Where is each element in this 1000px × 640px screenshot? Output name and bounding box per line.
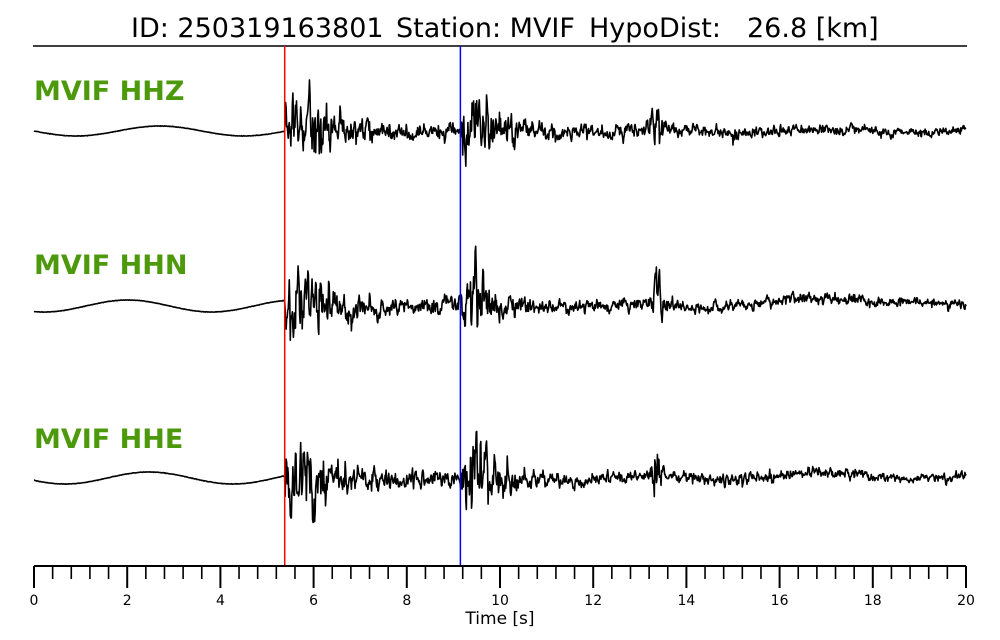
traces-group: [33, 79, 967, 524]
title-station: Station: MVIF: [396, 13, 575, 44]
channel-label-hhe: MVIF HHE: [34, 424, 183, 455]
x-tick-label: 2: [123, 593, 132, 609]
channel-label-hhz: MVIF HHZ: [34, 76, 184, 107]
x-tick-label: 6: [309, 593, 318, 609]
x-tick-label: 14: [677, 593, 695, 609]
x-tick-label: 10: [491, 593, 509, 609]
x-axis-label: Time [s]: [464, 609, 534, 629]
x-axis: 0 2 4 6 8 10 12 14 16 18 20: [30, 565, 975, 609]
x-tick-label: 8: [402, 593, 411, 609]
waveform-trace-hhe: [33, 430, 967, 524]
title-id: ID: 250319163801: [131, 13, 384, 44]
waveform-trace-hhz: [33, 79, 967, 168]
waveform-trace-hhn: [33, 245, 967, 342]
x-tick-label: 4: [216, 593, 225, 609]
picks-group: [283, 46, 462, 566]
x-tick-label: 0: [30, 593, 39, 609]
title-hypodist-label: HypoDist:: [589, 13, 721, 44]
x-tick-label: 16: [771, 593, 789, 609]
x-tick-label: 20: [957, 593, 975, 609]
title-hypodist-value: 26.8 [km]: [747, 13, 879, 44]
x-tick-label: 12: [584, 593, 602, 609]
channel-label-hhn: MVIF HHN: [34, 250, 187, 281]
x-tick-label: 18: [864, 593, 882, 609]
